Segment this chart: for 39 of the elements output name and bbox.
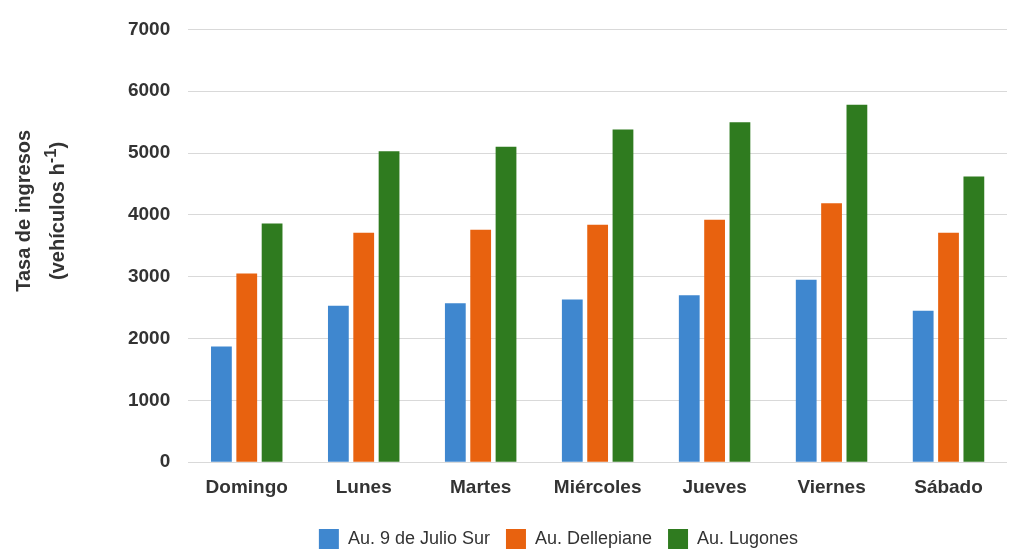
bar [444, 303, 466, 462]
y-tick-label: 3000 [127, 264, 171, 286]
x-tick-label: Jueves [682, 475, 747, 497]
bar [378, 151, 400, 462]
bar [912, 310, 934, 462]
bar [211, 346, 232, 462]
bar [612, 129, 634, 462]
legend-label: Au. 9 de Julio Sur [347, 527, 490, 548]
bar [938, 232, 959, 462]
x-tick-label: Sábado [914, 475, 983, 497]
x-tick-label: Martes [450, 475, 512, 497]
y-tick-label: 5000 [127, 141, 171, 163]
bar [495, 146, 517, 462]
bar [353, 232, 375, 462]
y-tick-label: 6000 [127, 79, 171, 101]
bar [561, 299, 583, 462]
y-tick-label: 2000 [127, 326, 171, 348]
x-tick-label: Domingo [205, 475, 288, 497]
bar [795, 279, 817, 462]
x-tick-label: Viernes [797, 475, 866, 497]
y-tick-label: 0 [159, 450, 171, 472]
bar [470, 229, 492, 462]
bar [327, 305, 349, 462]
bar [729, 122, 751, 462]
y-tick-label: 7000 [127, 17, 171, 39]
bar [821, 203, 842, 462]
y-tick-label: 1000 [127, 388, 171, 410]
bar [846, 104, 868, 462]
y-tick-label: 4000 [127, 203, 171, 225]
x-tick-label: Lunes [335, 475, 392, 497]
bar [587, 224, 609, 462]
bar [963, 176, 985, 462]
bar [236, 273, 258, 462]
legend-label: Au. Lugones [697, 527, 799, 548]
x-tick-label: Miércoles [553, 475, 642, 497]
bar [678, 295, 700, 462]
bar [261, 223, 283, 462]
bar [704, 219, 725, 462]
legend-label: Au. Dellepiane [534, 527, 653, 548]
